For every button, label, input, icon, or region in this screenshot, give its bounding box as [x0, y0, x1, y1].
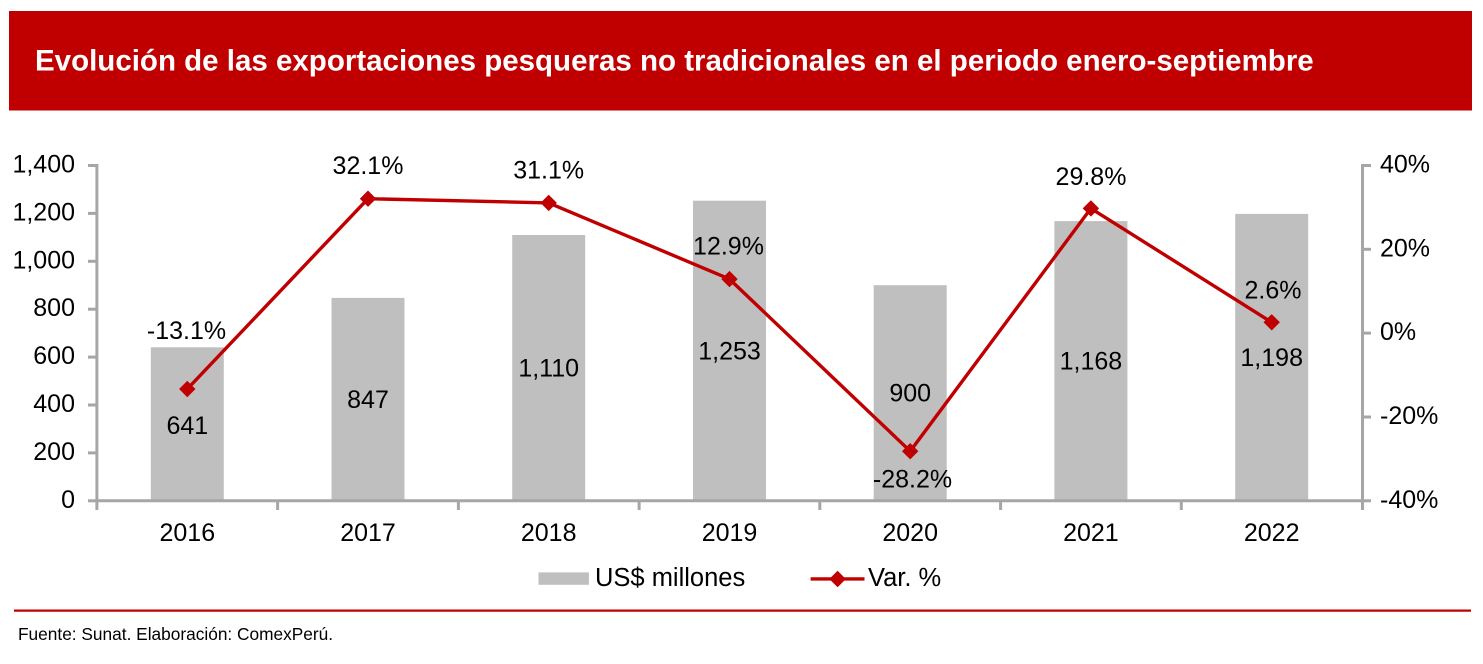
svg-text:29.8%: 29.8%	[1056, 163, 1127, 191]
svg-text:Evolución de las exportaciones: Evolución de las exportaciones pesqueras…	[35, 45, 1314, 78]
svg-text:2021: 2021	[1063, 519, 1119, 547]
svg-text:-13.1%: -13.1%	[147, 317, 226, 345]
svg-text:400: 400	[33, 390, 75, 418]
svg-text:-28.2%: -28.2%	[873, 466, 952, 494]
svg-text:US$ millones: US$ millones	[595, 564, 745, 592]
svg-text:1,400: 1,400	[12, 151, 75, 179]
svg-text:Var. %: Var. %	[868, 564, 941, 592]
svg-text:20%: 20%	[1380, 234, 1430, 262]
svg-text:2017: 2017	[340, 519, 396, 547]
svg-text:1,168: 1,168	[1060, 348, 1123, 376]
svg-text:-40%: -40%	[1380, 486, 1438, 514]
svg-text:847: 847	[347, 386, 389, 414]
svg-text:800: 800	[33, 294, 75, 322]
svg-text:2022: 2022	[1244, 519, 1300, 547]
svg-text:12.9%: 12.9%	[693, 233, 764, 261]
svg-text:Fuente: Sunat. Elaboración: Co: Fuente: Sunat. Elaboración: ComexPerú.	[18, 624, 333, 644]
svg-text:32.1%: 32.1%	[333, 152, 404, 180]
svg-text:2019: 2019	[702, 519, 758, 547]
svg-text:-20%: -20%	[1380, 402, 1438, 430]
svg-text:1,253: 1,253	[698, 337, 761, 365]
svg-text:2018: 2018	[521, 519, 577, 547]
svg-text:31.1%: 31.1%	[513, 156, 584, 184]
svg-text:200: 200	[33, 438, 75, 466]
svg-text:1,198: 1,198	[1240, 344, 1303, 372]
svg-text:600: 600	[33, 342, 75, 370]
svg-text:1,000: 1,000	[12, 246, 75, 274]
svg-text:40%: 40%	[1380, 151, 1430, 179]
svg-text:0: 0	[61, 486, 75, 514]
svg-text:641: 641	[166, 412, 208, 440]
svg-text:900: 900	[889, 380, 931, 408]
svg-text:1,110: 1,110	[518, 355, 579, 383]
svg-text:2020: 2020	[882, 519, 938, 547]
svg-text:1,200: 1,200	[12, 198, 75, 226]
svg-text:0%: 0%	[1380, 318, 1416, 346]
svg-text:2.6%: 2.6%	[1245, 276, 1302, 304]
svg-text:2016: 2016	[159, 519, 215, 547]
